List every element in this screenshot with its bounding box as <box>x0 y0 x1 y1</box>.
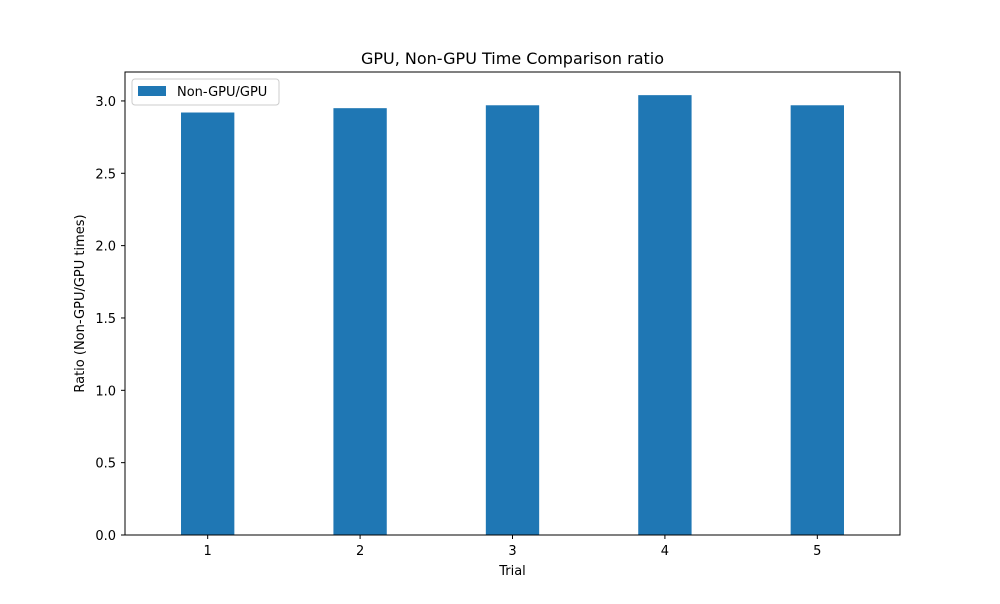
legend-label: Non-GPU/GPU <box>177 85 267 100</box>
y-tick-label: 1.5 <box>95 312 116 327</box>
bars-layer <box>181 95 844 536</box>
chart-title: GPU, Non-GPU Time Comparison ratio <box>361 49 664 68</box>
legend-swatch <box>138 86 166 96</box>
y-tick-label: 0.5 <box>95 457 116 472</box>
x-tick-label: 1 <box>204 544 212 559</box>
plot-area-frame <box>124 71 901 536</box>
y-tick-label: 3.0 <box>95 95 116 110</box>
y-tick-label: 2.5 <box>95 167 116 182</box>
legend: Non-GPU/GPU <box>131 78 280 106</box>
bar-trial-1 <box>181 112 235 535</box>
bar-trial-3 <box>485 105 540 535</box>
x-tick-label: 5 <box>813 544 821 559</box>
x-tick-label: 4 <box>661 544 669 559</box>
legend-box <box>131 78 280 106</box>
x-axis-label: Trial <box>498 564 526 579</box>
bar-trial-5 <box>790 105 844 535</box>
bar-trial-2 <box>333 108 387 535</box>
y-tick-label: 2.0 <box>95 240 116 255</box>
bar-trial-4 <box>638 95 692 536</box>
y-axis-label: Ratio (Non-GPU/GPU times) <box>73 214 88 392</box>
y-tick-label: 1.0 <box>95 384 116 399</box>
x-tick-label: 3 <box>508 544 516 559</box>
ticks-layer: 1 2 3 4 5 0.0 0.5 1.0 1.5 2.0 2.5 3.0 <box>95 95 821 559</box>
y-tick-label: 0.0 <box>95 529 116 544</box>
x-tick-label: 2 <box>356 544 364 559</box>
